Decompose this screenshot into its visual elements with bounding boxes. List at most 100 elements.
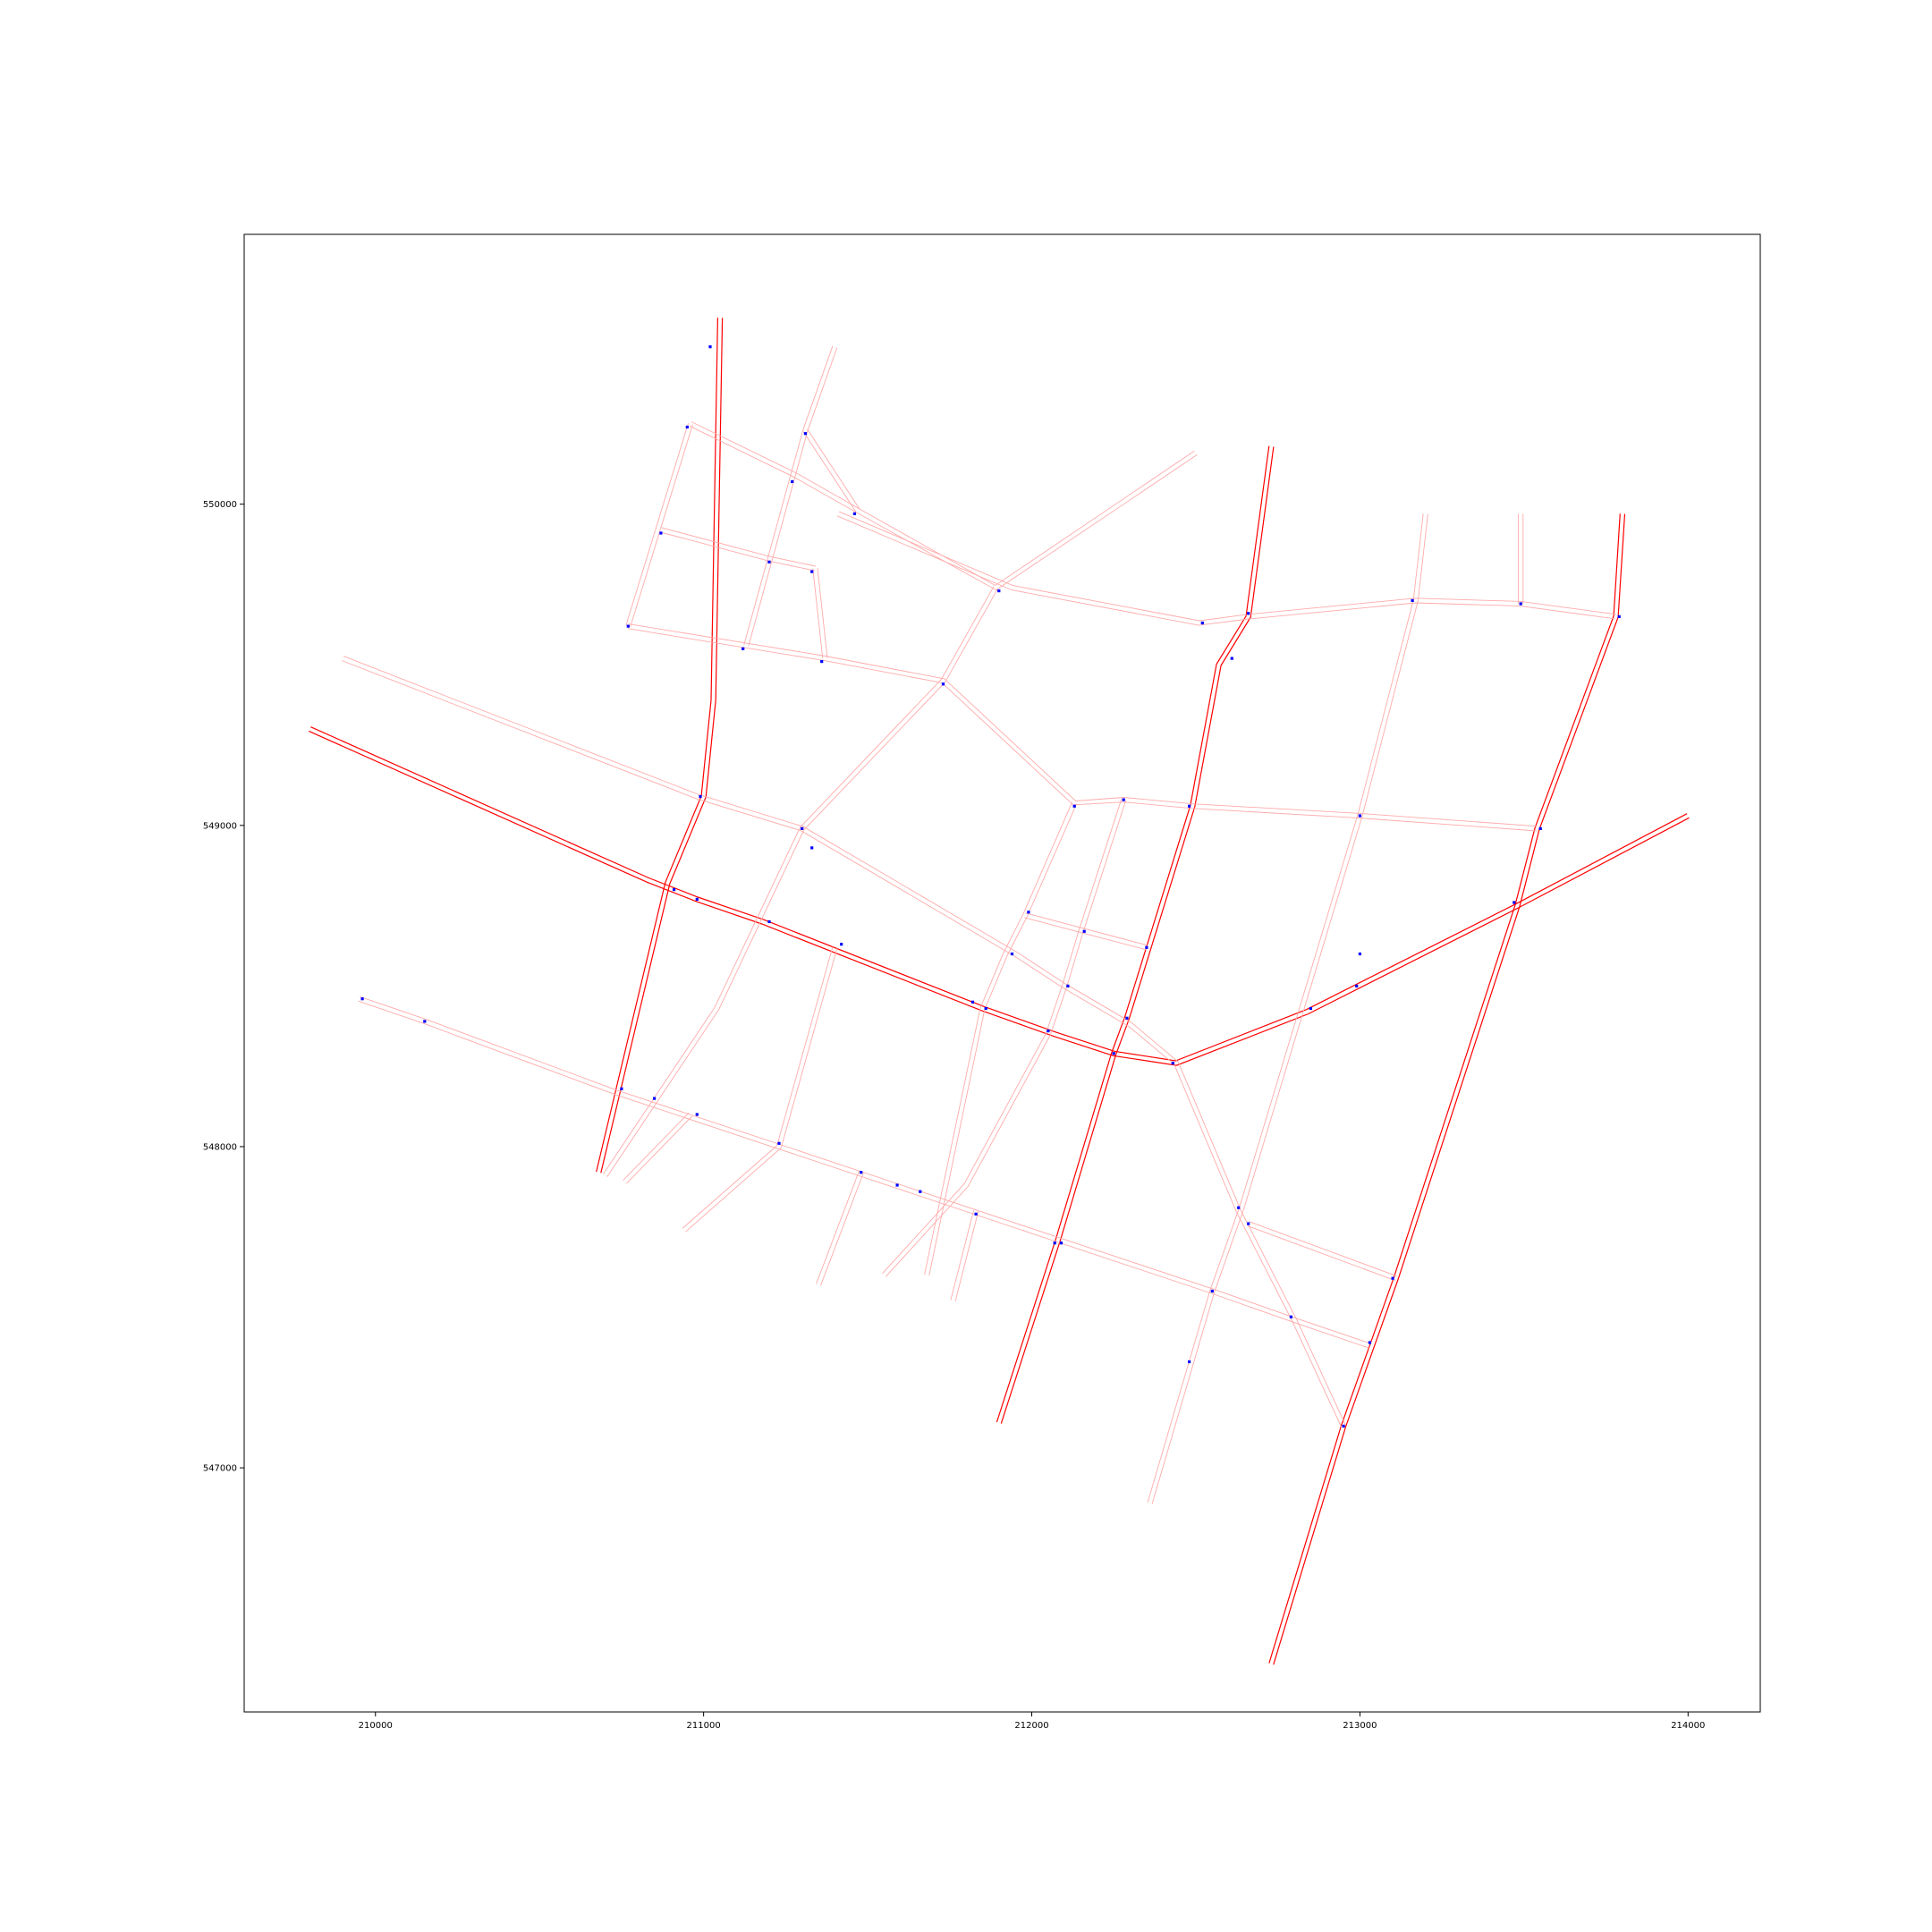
y-tick-label: 547000 [203, 1464, 237, 1474]
network-node [360, 997, 364, 1001]
x-tick-label: 213000 [1343, 1721, 1377, 1731]
road-lane [689, 425, 1198, 591]
road-minor-10 [625, 422, 693, 628]
road-lane [625, 422, 689, 626]
road-lane [836, 515, 1616, 626]
network-node [1309, 1006, 1312, 1011]
road-minor-4 [341, 656, 1346, 1428]
network-node [1358, 814, 1361, 818]
network-node [653, 1097, 657, 1100]
road-lane [606, 589, 998, 1177]
road-lane [996, 445, 1270, 1423]
road-lane [343, 656, 1346, 1426]
network-node [1617, 614, 1621, 618]
network-node [741, 647, 745, 650]
road-minor-18 [682, 946, 838, 1233]
road-lane [928, 803, 1078, 1276]
network-node [1125, 1016, 1129, 1020]
road-minor-15 [1024, 912, 1148, 951]
road-lane [628, 623, 1538, 827]
network-node [1230, 657, 1233, 660]
network-node [1188, 804, 1191, 808]
network-node [1046, 1030, 1050, 1033]
x-tick-label: 212000 [1014, 1721, 1048, 1731]
network-node [1355, 984, 1359, 987]
road-lane [626, 1115, 693, 1184]
road-lane [924, 801, 1073, 1275]
road-lane [882, 799, 1123, 1275]
axes-frame [243, 233, 1761, 1713]
network-node [895, 1183, 899, 1187]
road-lane [748, 347, 838, 647]
road-lane [807, 428, 860, 510]
network-node [1053, 1241, 1056, 1245]
network-node [699, 794, 702, 799]
road-lane [743, 345, 834, 646]
road-lane [630, 424, 693, 628]
network-node [1072, 804, 1076, 808]
road-minor-19 [623, 1112, 693, 1184]
road-lane [812, 568, 824, 659]
road-lane [358, 1000, 1369, 1349]
network-node [840, 943, 843, 946]
network-node [803, 432, 807, 436]
network-node [659, 531, 663, 535]
network-node [1411, 598, 1414, 602]
network-node [1519, 602, 1522, 606]
road-lane [1247, 1225, 1396, 1282]
network-node [695, 897, 699, 901]
network-node [919, 1190, 922, 1193]
network-node [1210, 1289, 1214, 1293]
road-lane [685, 947, 838, 1233]
network-node [1066, 984, 1070, 987]
network-node [1171, 1062, 1174, 1065]
road-lane [341, 660, 1343, 1428]
road-lane [885, 800, 1127, 1277]
network-node [1237, 1206, 1241, 1209]
network-node [791, 479, 794, 484]
road-minor-20 [816, 1171, 864, 1286]
road-lane [623, 1112, 690, 1181]
x-axis: 210000 211000 212000 213000 214000 [359, 1712, 1705, 1731]
road-lane [802, 431, 857, 513]
road-lane [950, 1209, 975, 1301]
network-node [810, 570, 814, 573]
network-node [685, 425, 689, 429]
road-minor-13 [812, 568, 828, 659]
network-node [1538, 826, 1542, 830]
road-minor-23 [1247, 1221, 1397, 1282]
network-node [423, 1020, 427, 1023]
road-minor-22 [1147, 513, 1428, 1504]
network-node [1342, 1424, 1345, 1428]
network-node [997, 589, 1001, 593]
network-node [767, 919, 771, 924]
network-node [1368, 1341, 1371, 1344]
road-minor-17 [882, 799, 1127, 1277]
road-lane [1000, 446, 1275, 1424]
road-lane [816, 1171, 860, 1284]
network-node [852, 512, 856, 515]
road-lane [817, 568, 828, 658]
road-lane [1025, 912, 1148, 946]
network-node [1010, 952, 1014, 956]
network-node [673, 888, 676, 892]
network-node [984, 1006, 987, 1011]
network-node [1188, 1360, 1191, 1364]
road-lane [954, 1211, 979, 1302]
network-node [1059, 1241, 1063, 1245]
network-node [767, 560, 771, 564]
network-node [1082, 929, 1086, 933]
road-lane [603, 586, 995, 1175]
road-lane [310, 726, 1688, 1062]
network-node [708, 345, 712, 349]
road-minor-21 [950, 1209, 979, 1302]
network-node [1027, 911, 1030, 914]
road-lane [1024, 917, 1147, 951]
network-node [1112, 1052, 1115, 1055]
road-lane [1268, 513, 1621, 1664]
network-node [801, 826, 804, 830]
road-lane [309, 730, 1690, 1066]
road-lane [661, 527, 816, 567]
road-minor-16 [924, 801, 1078, 1276]
